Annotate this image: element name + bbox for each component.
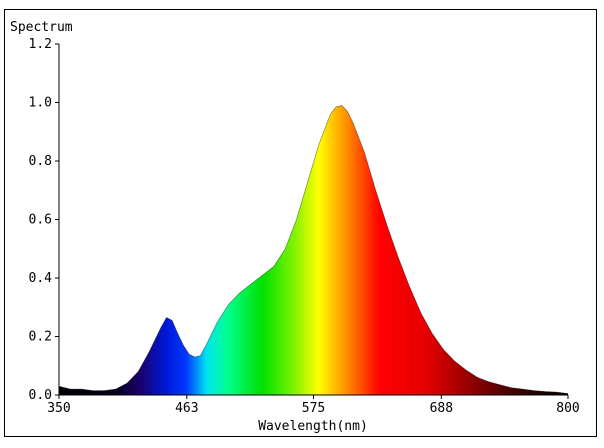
spectrum-area bbox=[59, 105, 568, 396]
y-tick-label: 0.6 bbox=[29, 213, 52, 228]
chart-title: Spectrum bbox=[10, 20, 73, 35]
x-tick-label: 350 bbox=[47, 401, 70, 416]
y-tick-label: 0.4 bbox=[29, 271, 53, 286]
y-tick-label: 0.0 bbox=[29, 388, 52, 403]
y-tick-label: 0.2 bbox=[29, 330, 52, 345]
chart-frame bbox=[4, 9, 597, 437]
x-tick-label: 575 bbox=[302, 401, 325, 416]
x-axis-label: Wavelength(nm) bbox=[258, 419, 368, 434]
y-tick-label: 0.8 bbox=[29, 154, 52, 169]
spectrum-line bbox=[58, 105, 569, 394]
y-tick-label: 1.0 bbox=[29, 96, 52, 111]
x-tick-label: 800 bbox=[556, 401, 579, 416]
x-tick-label: 463 bbox=[175, 401, 198, 416]
x-tick-label: 688 bbox=[430, 401, 453, 416]
y-tick-label: 1.2 bbox=[29, 37, 52, 52]
